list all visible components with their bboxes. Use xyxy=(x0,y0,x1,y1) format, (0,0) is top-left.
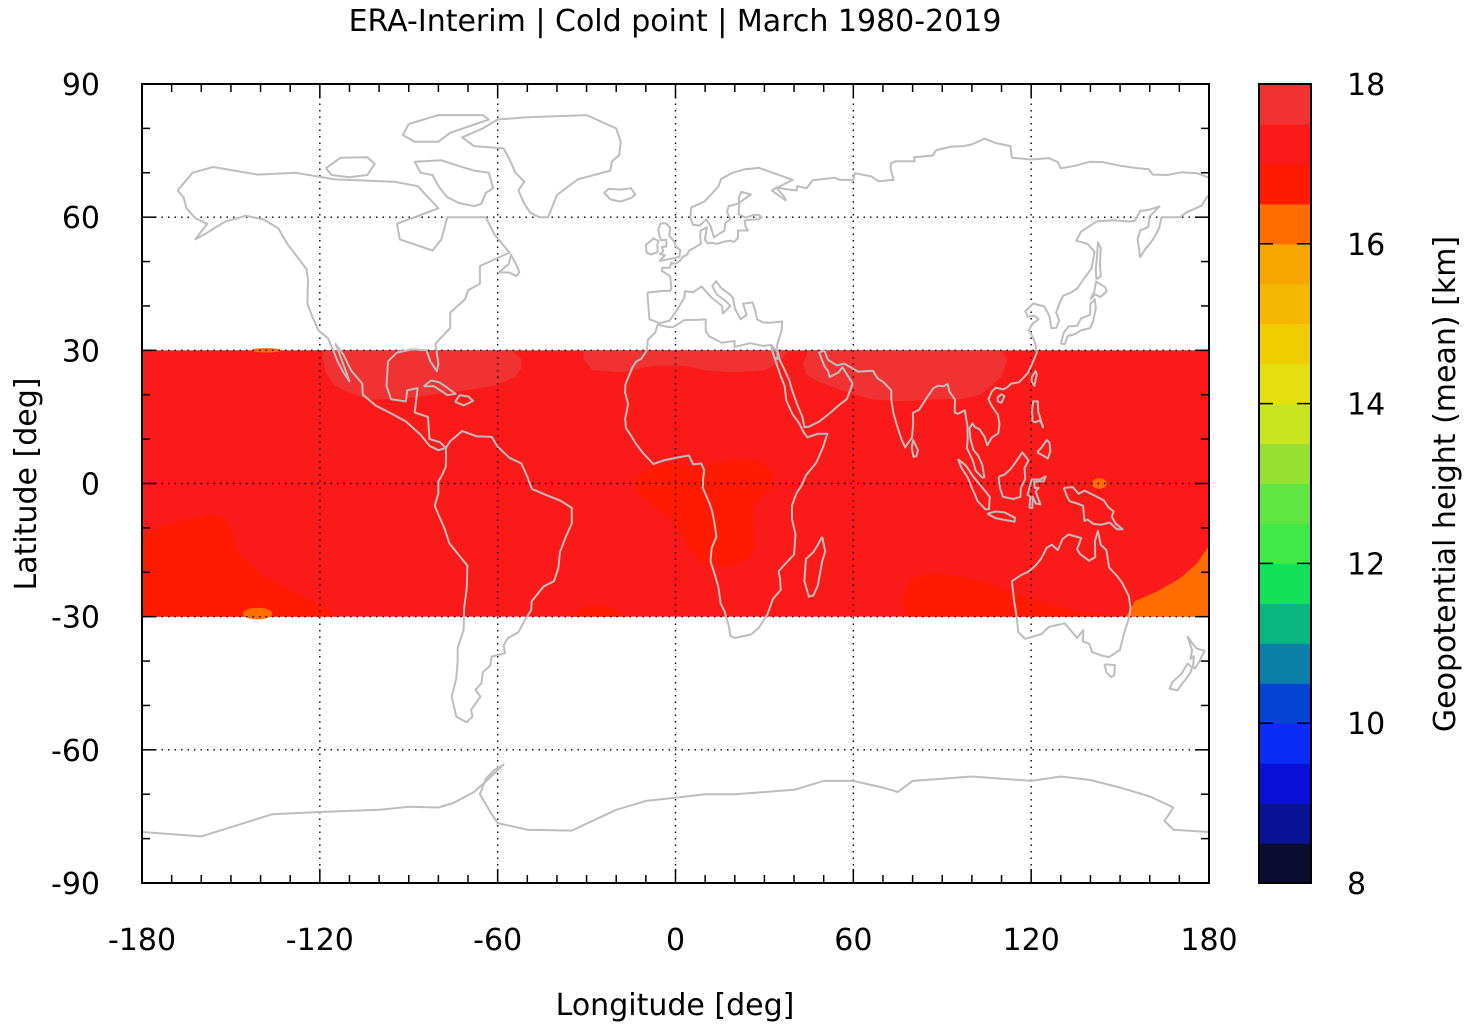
colorbar-tick-label: 16 xyxy=(1347,228,1385,263)
x-tick-label: -60 xyxy=(473,923,522,958)
colorbar-segment-8 xyxy=(1259,843,1311,884)
field-region-6 xyxy=(903,573,1121,617)
colorbar-tick-label: 18 xyxy=(1347,68,1385,103)
x-tick-labels: -180 -120 -60 0 60 120 180 xyxy=(108,923,1238,958)
colorbar-frame xyxy=(1258,83,1312,884)
field-region-8 xyxy=(1126,545,1209,617)
field-region-4 xyxy=(634,459,774,566)
coastline-luzon xyxy=(1031,400,1044,429)
colorbar-tick-label: 12 xyxy=(1347,547,1385,582)
colorbar-segment-10 xyxy=(1259,683,1311,724)
colorbar-title: Geopotential height (mean) [km] xyxy=(1428,236,1463,732)
colorbar-tick-label: 14 xyxy=(1347,388,1385,423)
colorbar-segment-17 xyxy=(1259,123,1311,165)
coastline-borneo xyxy=(997,451,1030,500)
coastline-taiwan xyxy=(1030,370,1038,387)
colorbar-segment-17.5 xyxy=(1259,84,1311,125)
colorbar-segment-16 xyxy=(1259,203,1311,245)
colorbar-tick-label: 8 xyxy=(1347,867,1366,902)
y-tick-label: -60 xyxy=(51,734,100,769)
coastline-sri-lanka xyxy=(910,439,919,458)
colorbar-segment-11.5 xyxy=(1259,563,1311,604)
coastline-new-zealand-north xyxy=(1186,635,1206,670)
coastline-hispaniola xyxy=(454,394,475,407)
colorbar-segment-16.5 xyxy=(1259,163,1311,205)
x-tick-label: -120 xyxy=(286,923,354,958)
x-tick-label: 180 xyxy=(1180,923,1237,958)
coastline-iceland xyxy=(603,187,637,203)
colorbar-segment-9 xyxy=(1259,763,1311,804)
colorbar-segment-14 xyxy=(1259,363,1311,405)
plot-frame xyxy=(141,83,1210,884)
y-tick-label: -90 xyxy=(51,867,100,902)
coastline-java xyxy=(986,510,1016,523)
coastline-madagascar xyxy=(803,536,827,598)
field-spot-0 xyxy=(242,607,273,620)
y-tick-label: -30 xyxy=(51,601,100,636)
field-region-1 xyxy=(322,350,522,400)
coastline-newfoundland xyxy=(498,253,521,278)
x-axis-title: Longitude [deg] xyxy=(556,988,795,1023)
coastline-mindanao xyxy=(1036,439,1052,460)
coastlines xyxy=(142,114,1209,838)
y-tick-labels: 90 60 30 0 -30 -60 -90 xyxy=(51,68,100,902)
colorbar-segment-12 xyxy=(1259,523,1311,564)
coastline-antarctica xyxy=(142,763,1209,838)
coastline-north-america xyxy=(176,166,511,452)
grid-lines xyxy=(142,84,1209,883)
coastline-victoria-island xyxy=(325,156,376,179)
field-region-3 xyxy=(802,350,1008,402)
coastline-eurasia xyxy=(646,137,1209,479)
field-region-7 xyxy=(571,605,629,617)
coastline-new-zealand-south xyxy=(1168,662,1194,692)
colorbar-segment-9.5 xyxy=(1259,723,1311,764)
y-axis-title: Latitude [deg] xyxy=(9,378,44,591)
coastline-australia xyxy=(1010,530,1132,659)
field-region-2 xyxy=(583,350,789,373)
coastline-great-britain xyxy=(657,222,682,263)
coastline-sulawesi xyxy=(1026,475,1047,509)
coastline-ireland xyxy=(644,237,660,256)
coastline-hainan xyxy=(996,393,1006,404)
axis-ticks xyxy=(141,83,1210,884)
chart-title: ERA-Interim | Cold point | March 1980-20… xyxy=(349,4,1002,39)
colorbar-segment-15.5 xyxy=(1259,243,1311,285)
colorbar-segment-13.5 xyxy=(1259,403,1311,445)
colorbar-tick-labels: 8 10 12 14 16 18 xyxy=(1347,68,1385,902)
coastline-baffin-island xyxy=(413,159,495,208)
coastline-cuba xyxy=(422,379,457,397)
coastline-hokkaido xyxy=(1089,280,1108,300)
colorbar-segment-13 xyxy=(1259,443,1311,485)
colorbar-segment-11 xyxy=(1259,603,1311,644)
colorbar-segment-10.5 xyxy=(1259,643,1311,684)
coastline-ellesmere-island xyxy=(401,114,490,143)
coastline-sakhalin xyxy=(1094,241,1102,281)
colorbar-segment-12.5 xyxy=(1259,483,1311,525)
colorbar-segment-14.5 xyxy=(1259,323,1311,365)
x-tick-label: 0 xyxy=(666,923,685,958)
x-tick-label: 60 xyxy=(834,923,872,958)
coastline-new-guinea xyxy=(1062,486,1124,531)
y-tick-label: 90 xyxy=(62,68,100,103)
y-tick-label: 30 xyxy=(62,334,100,369)
x-tick-label: 120 xyxy=(1003,923,1060,958)
y-tick-label: 0 xyxy=(81,468,100,503)
x-tick-label: -180 xyxy=(108,923,176,958)
coastline-greenland xyxy=(461,114,622,219)
y-tick-label: 60 xyxy=(62,201,100,236)
colorbar-segment-8.5 xyxy=(1259,803,1311,844)
colorbar-segment-15 xyxy=(1259,283,1311,325)
colorbar-tick-label: 10 xyxy=(1347,707,1385,742)
coastline-sumatra xyxy=(957,458,991,511)
coastline-japan xyxy=(1059,298,1097,346)
coastline-south-america xyxy=(433,430,573,724)
field-spot-1 xyxy=(1091,478,1107,489)
colorbar xyxy=(1258,83,1312,884)
coastline-tasmania xyxy=(1103,663,1116,678)
field-region-5 xyxy=(142,514,338,617)
coastline-africa xyxy=(624,318,829,639)
